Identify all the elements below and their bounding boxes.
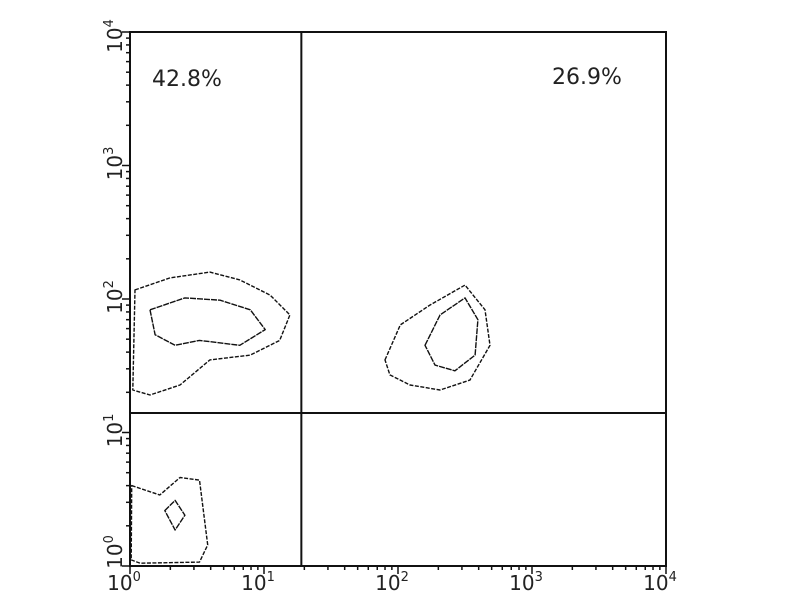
contour-upper-left-level-2 [149, 297, 266, 346]
x-tick-label: 104 [643, 570, 677, 595]
x-tick-label: 103 [509, 570, 543, 595]
y-tick-label: 101 [102, 414, 127, 448]
contour-lower-left-level-2 [164, 499, 186, 531]
quadrant-label-upper-right: 26.9% [552, 65, 622, 90]
x-tick-label: 102 [375, 570, 409, 595]
contour-layer [130, 271, 491, 564]
y-tick-label: 104 [102, 19, 127, 53]
axis-ticks [122, 31, 667, 574]
y-tick-label: 100 [102, 535, 127, 569]
contour-upper-right-level-1 [384, 284, 491, 391]
plot-frame [129, 31, 667, 567]
y-tick-label: 103 [102, 147, 127, 181]
y-tick-label: 102 [102, 280, 127, 314]
contour-upper-right-level-2 [424, 297, 479, 372]
y-axis-tick-labels: 100 101 102 103 104 [102, 19, 127, 569]
x-axis-tick-labels: 100 101 102 103 104 [107, 570, 677, 595]
x-tick-label: 101 [241, 570, 275, 595]
quadrant-label-upper-left: 42.8% [152, 67, 222, 92]
contour-lower-left-level-1 [130, 476, 209, 564]
x-tick-label: 100 [107, 570, 141, 595]
contour-upper-left-level-1 [132, 271, 291, 396]
